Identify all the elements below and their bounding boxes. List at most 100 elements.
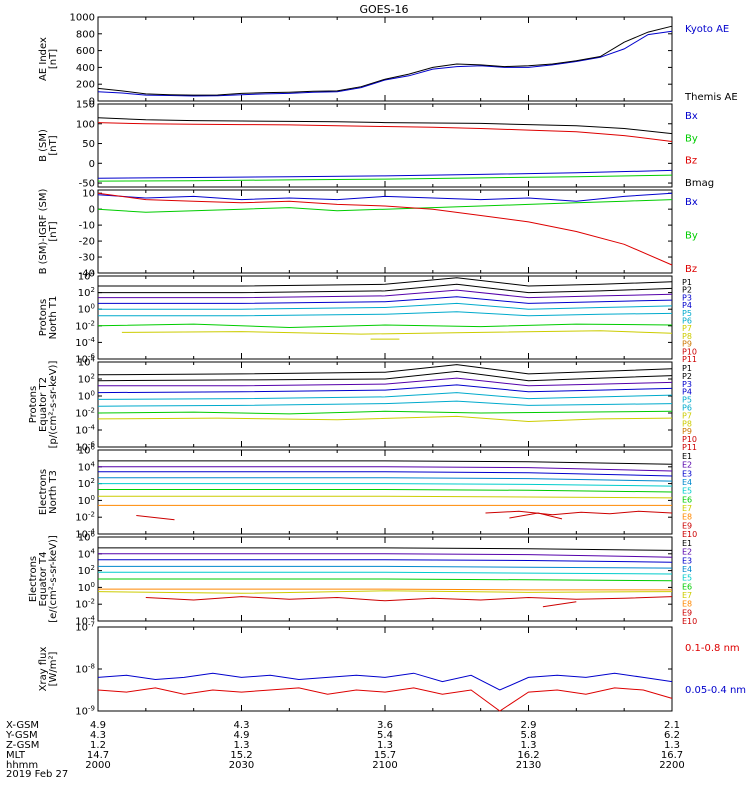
legend-entry: P6 — [682, 317, 692, 326]
legend-entry: P8 — [682, 332, 692, 341]
series-line-0-1-0-8-nm — [97, 687, 673, 712]
y-tick-label: 0 — [89, 97, 95, 108]
y-axis-label: [nT] — [48, 221, 59, 241]
time-axis-value: 4.3 — [90, 730, 106, 741]
panel-frame — [97, 275, 673, 360]
series-line-p2 — [98, 283, 673, 294]
y-tick-label: 10-6 — [75, 441, 95, 454]
series-line-e6 — [98, 489, 673, 493]
time-axis-value: 1.3 — [664, 740, 680, 751]
legend-entry: E8 — [682, 513, 692, 522]
y-tick-label: 10 — [82, 189, 95, 200]
legend-entry: P4 — [682, 388, 692, 397]
y-axis-label: Protons — [28, 386, 39, 423]
legend-entry: P2 — [682, 286, 692, 295]
series-line-e9 — [145, 596, 673, 602]
legend-entry: P10 — [682, 347, 697, 356]
y-tick-label: 100 — [78, 494, 95, 507]
series-line-by — [97, 199, 673, 213]
series-line-e3 — [98, 471, 673, 477]
series-line-p3 — [98, 377, 673, 387]
time-axis-value: 2100 — [372, 760, 397, 771]
panel-electrons_t4: 106 104 102 100 10-2 10-4 Electrons Equator T4[… — [28, 531, 697, 628]
time-axis-value: 5.4 — [377, 730, 393, 741]
series-line-p8 — [121, 330, 673, 335]
y-axis-label: B (SM)-IGRF (SM) — [38, 189, 49, 275]
series-line-e10 — [509, 512, 563, 520]
time-axis-value: 15.2 — [230, 750, 252, 761]
panel-frame — [97, 626, 673, 712]
chart-title: GOES-16 — [359, 3, 408, 16]
legend-entry: P6 — [682, 404, 692, 413]
series-line-p4 — [98, 296, 673, 304]
y-tick-label: 104 — [78, 356, 96, 369]
y-axis-label: Protons — [38, 299, 49, 336]
time-axis-table: X-GSMY-GSMZ-GSMMLThhmm4.94.31.214.720004… — [5, 720, 685, 771]
legend-entry: P5 — [682, 309, 692, 318]
time-axis-value: 3.6 — [377, 720, 393, 731]
y-tick-label: 10-8 — [75, 663, 95, 676]
y-tick-label: -10 — [79, 221, 95, 232]
y-axis-label: [p/(cm²-s-sr-keV)] — [48, 361, 59, 449]
y-tick-label: 10-2 — [75, 511, 95, 524]
series-line-e8 — [98, 588, 672, 591]
legend-entry: P2 — [682, 372, 692, 381]
y-tick-label: 1000 — [70, 13, 95, 24]
time-axis-value: 2030 — [229, 760, 254, 771]
time-axis-value: 2200 — [659, 760, 684, 771]
y-axis-label: North T3 — [48, 470, 59, 514]
legend-entry: E4 — [682, 565, 692, 574]
legend-entry: E1 — [682, 539, 692, 548]
y-tick-label: 10-2 — [75, 319, 95, 332]
legend-entry: E9 — [682, 608, 692, 617]
legend-entry: E10 — [682, 617, 697, 626]
legend-entry: E6 — [682, 582, 692, 591]
y-axis-label: [nT] — [48, 49, 59, 69]
y-tick-label: -40 — [79, 269, 95, 280]
y-axis-label: Electrons — [28, 556, 39, 602]
y-tick-label: 10-2 — [75, 598, 95, 611]
time-axis-value: 2130 — [516, 760, 541, 771]
time-axis-row-label: X-GSM — [6, 720, 39, 731]
legend-entry: P8 — [682, 419, 692, 428]
series-line-p8 — [97, 415, 673, 423]
legend-entry: Bz — [685, 264, 697, 275]
time-axis-value: 1.3 — [521, 740, 537, 751]
series-line-e2 — [98, 466, 673, 472]
y-tick-label: 106 — [78, 444, 96, 457]
series-line-e2 — [98, 553, 673, 558]
y-tick-label: 102 — [78, 286, 95, 299]
series-line-bmag — [97, 117, 673, 135]
legend-entry: Bmag — [685, 178, 714, 189]
time-axis-value: 2000 — [85, 760, 110, 771]
y-tick-label: 102 — [78, 373, 95, 386]
series-line-p6 — [98, 311, 673, 317]
series-line-e6 — [98, 578, 673, 582]
legend-entry: P11 — [682, 443, 697, 452]
y-axis-label: B (SM) — [38, 129, 49, 162]
legend-entry: Themis AE — [684, 92, 738, 103]
time-axis-value: 14.7 — [87, 750, 109, 761]
series-line-p6 — [97, 400, 673, 407]
time-axis-value: 1.2 — [90, 740, 106, 751]
legend-entry: E4 — [682, 478, 692, 487]
y-tick-label: 10-9 — [75, 705, 95, 718]
y-tick-label: 150 — [76, 100, 95, 111]
time-axis-row-label: hhmm — [6, 760, 38, 771]
series-line-kyoto-ae — [97, 30, 673, 97]
series-line-e3 — [98, 559, 673, 563]
panel-xray: 10-7 10-8 10-9 Xray flux [W/m²] 0.1-0.8 nm 0.0… — [38, 621, 746, 718]
legend-entry: E3 — [682, 556, 692, 565]
y-tick-label: 50 — [82, 139, 95, 150]
y-tick-label: 10-7 — [75, 621, 95, 634]
y-tick-label: 600 — [76, 46, 95, 57]
time-axis-value: 1.3 — [234, 740, 250, 751]
series-line-p7 — [97, 323, 673, 329]
y-axis-label: [W/m²] — [48, 651, 59, 686]
series-line-p1 — [98, 277, 673, 287]
time-axis-value: 4.3 — [234, 720, 250, 731]
y-tick-label: 10-4 — [75, 528, 95, 541]
series-line-e1 — [98, 547, 673, 551]
